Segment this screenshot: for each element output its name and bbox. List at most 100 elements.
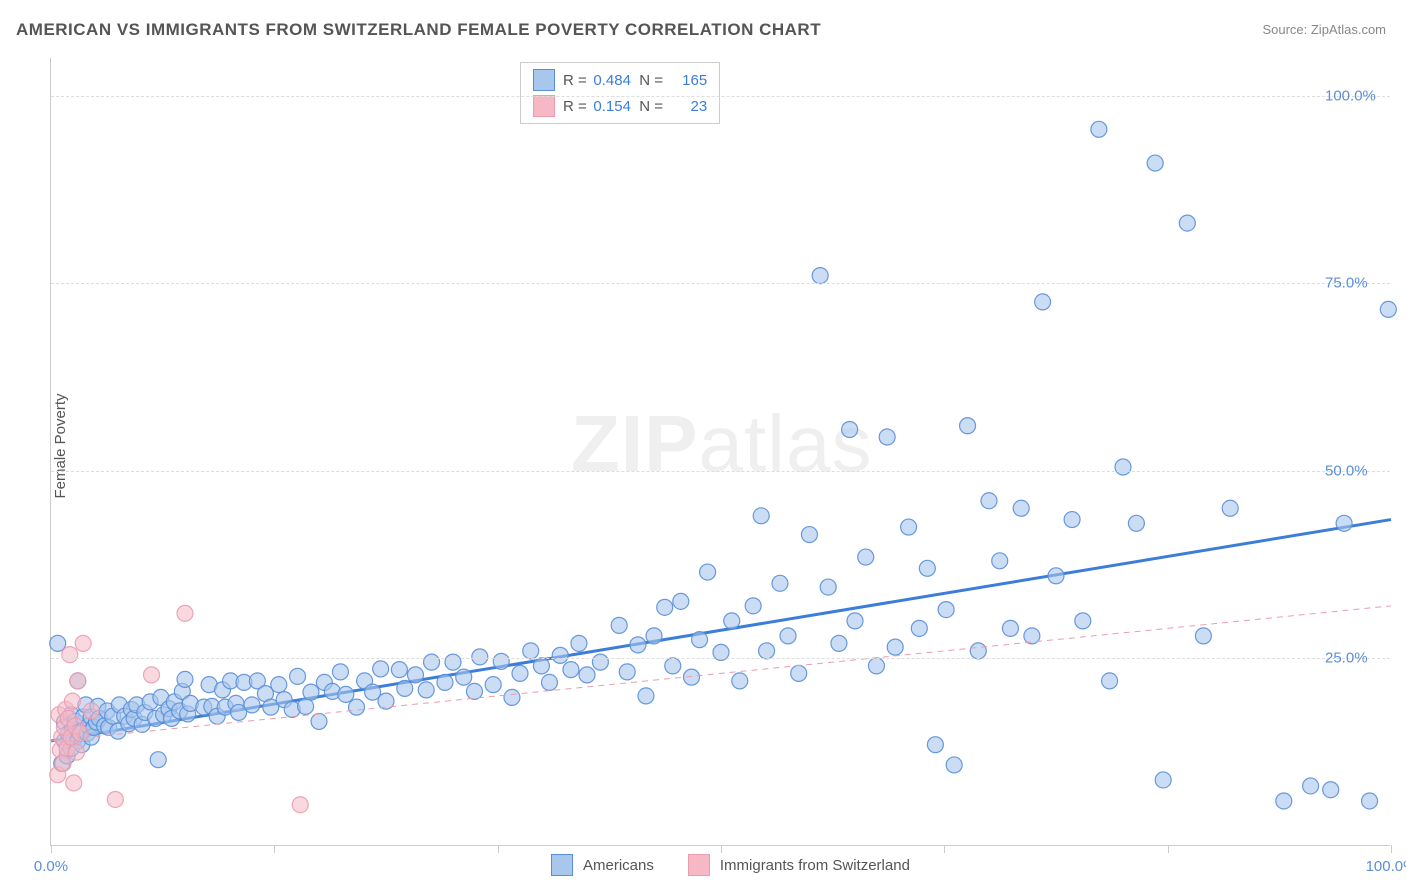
americans-point: [177, 671, 193, 687]
gridline: [51, 471, 1390, 472]
americans-point: [791, 665, 807, 681]
americans-point: [820, 579, 836, 595]
americans-point: [1179, 215, 1195, 231]
swiss-point: [55, 755, 71, 771]
americans-point: [1102, 673, 1118, 689]
americans-point: [1002, 620, 1018, 636]
americans-point: [311, 713, 327, 729]
swiss-trendline: [51, 606, 1391, 741]
chart-container: AMERICAN VS IMMIGRANTS FROM SWITZERLAND …: [0, 0, 1406, 892]
americans-point: [619, 664, 635, 680]
americans-point: [842, 421, 858, 437]
americans-point: [445, 654, 461, 670]
x-tick: [1391, 845, 1392, 853]
y-tick-label: 50.0%: [1325, 462, 1368, 479]
americans-point: [533, 658, 549, 674]
swiss-point: [107, 791, 123, 807]
x-tick-label-left: 0.0%: [34, 858, 68, 875]
americans-point: [868, 658, 884, 674]
americans-point: [437, 674, 453, 690]
americans-point: [579, 667, 595, 683]
americans-point: [391, 662, 407, 678]
swiss-point: [177, 605, 193, 621]
americans-point: [812, 268, 828, 284]
swiss-point: [68, 744, 84, 760]
stats-legend: R = 0.484 N = 165R = 0.154 N = 23: [520, 62, 720, 124]
chart-svg: [51, 58, 1390, 845]
americans-point: [1380, 301, 1396, 317]
swiss-point: [64, 693, 80, 709]
americans-point: [373, 661, 389, 677]
americans-point: [938, 602, 954, 618]
americans-point: [424, 654, 440, 670]
americans-point: [1195, 628, 1211, 644]
x-tick-label-right: 100.0%: [1366, 858, 1406, 875]
americans-point: [303, 684, 319, 700]
americans-point: [732, 673, 748, 689]
americans-point: [630, 637, 646, 653]
americans-point: [646, 628, 662, 644]
x-tick: [944, 845, 945, 853]
americans-point: [901, 519, 917, 535]
legend-swatch-americans: [551, 854, 573, 876]
chart-title: AMERICAN VS IMMIGRANTS FROM SWITZERLAND …: [16, 20, 821, 40]
americans-point: [759, 643, 775, 659]
americans-point: [847, 613, 863, 629]
americans-point: [692, 632, 708, 648]
americans-point: [456, 669, 472, 685]
source-label: Source: ZipAtlas.com: [1262, 22, 1386, 37]
stats-row-swiss: R = 0.154 N = 23: [533, 95, 707, 117]
americans-point: [466, 683, 482, 699]
americans-point: [349, 699, 365, 715]
swiss-point: [144, 667, 160, 683]
americans-point: [563, 662, 579, 678]
x-tick: [274, 845, 275, 853]
americans-point: [150, 752, 166, 768]
legend-label-swiss: Immigrants from Switzerland: [720, 857, 910, 874]
americans-point: [638, 688, 654, 704]
americans-point: [472, 649, 488, 665]
plot-area: ZIPatlas R = 0.484 N = 165R = 0.154 N = …: [50, 58, 1390, 846]
americans-point: [919, 560, 935, 576]
americans-point: [831, 635, 847, 651]
americans-point: [858, 549, 874, 565]
americans-point: [298, 698, 314, 714]
americans-point: [1323, 782, 1339, 798]
y-tick-label: 25.0%: [1325, 650, 1368, 667]
americans-point: [332, 664, 348, 680]
americans-point: [271, 677, 287, 693]
americans-point: [418, 682, 434, 698]
americans-point: [1155, 772, 1171, 788]
gridline: [51, 96, 1390, 97]
americans-point: [1128, 515, 1144, 531]
series-legend: Americans Immigrants from Switzerland: [551, 854, 934, 876]
americans-point: [523, 643, 539, 659]
americans-point: [1336, 515, 1352, 531]
americans-point: [485, 677, 501, 693]
americans-point: [1048, 568, 1064, 584]
legend-label-americans: Americans: [583, 857, 654, 874]
swatch-americans: [533, 69, 555, 91]
americans-point: [911, 620, 927, 636]
americans-point: [290, 668, 306, 684]
americans-point: [552, 647, 568, 663]
swiss-point: [75, 635, 91, 651]
americans-point: [970, 643, 986, 659]
americans-point: [1222, 500, 1238, 516]
americans-point: [1035, 294, 1051, 310]
y-tick-label: 100.0%: [1325, 87, 1376, 104]
swiss-point: [292, 797, 308, 813]
swatch-swiss: [533, 95, 555, 117]
x-tick: [498, 845, 499, 853]
americans-point: [946, 757, 962, 773]
americans-point: [657, 599, 673, 615]
americans-point: [493, 653, 509, 669]
americans-point: [665, 658, 681, 674]
swiss-point: [62, 647, 78, 663]
x-tick: [721, 845, 722, 853]
legend-swatch-swiss: [688, 854, 710, 876]
americans-point: [745, 598, 761, 614]
americans-point: [724, 613, 740, 629]
americans-point: [244, 697, 260, 713]
americans-point: [1013, 500, 1029, 516]
